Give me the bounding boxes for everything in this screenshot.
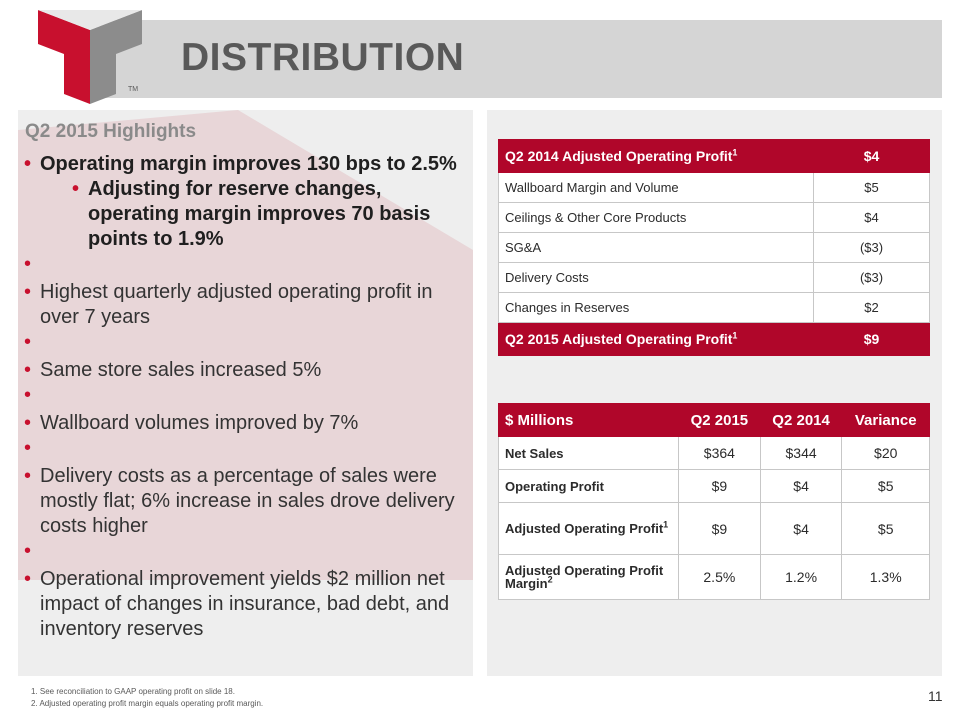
table-cell: $9: [678, 469, 761, 503]
row-label: Ceilings & Other Core Products: [498, 202, 814, 233]
row-label: Delivery Costs: [498, 262, 814, 293]
financial-summary-table: $ Millions Q2 2015 Q2 2014 Variance Net …: [498, 403, 930, 600]
table-row: SG&A ($3): [498, 232, 930, 263]
spacer: [22, 252, 467, 280]
table-row: Ceilings & Other Core Products $4: [498, 202, 930, 233]
row-label: Operating Profit: [498, 469, 679, 503]
table-cell: 1.3%: [841, 554, 930, 600]
title-bar: [100, 20, 942, 98]
list-item: Operating margin improves 130 bps to 2.5…: [22, 152, 467, 177]
spacer: [22, 539, 467, 567]
table-row: Wallboard Margin and Volume $5: [498, 172, 930, 203]
highlights-heading: Q2 2015 Highlights: [25, 121, 197, 142]
row-label: Adjusted Operating Profit1: [498, 502, 679, 555]
table-cell: $20: [841, 436, 930, 470]
column-header: Q2 2014: [759, 403, 843, 437]
row-label: Net Sales: [498, 436, 679, 470]
row-label: Adjusted Operating Profit Margin2: [498, 554, 679, 600]
table-cell: $5: [841, 469, 930, 503]
table-row: Operating Profit $9 $4 $5: [498, 469, 930, 503]
column-header: Q2 2015: [678, 403, 761, 437]
column-header: $ Millions: [498, 403, 679, 437]
table-header-row: $ Millions Q2 2015 Q2 2014 Variance: [498, 403, 930, 437]
row-label: Wallboard Margin and Volume: [498, 172, 814, 203]
row-label: Q2 2014 Adjusted Operating Profit1: [498, 139, 814, 173]
row-value: $9: [813, 322, 930, 356]
table-cell: $364: [678, 436, 761, 470]
table-row: Net Sales $364 $344 $20: [498, 436, 930, 470]
table-row: Adjusted Operating Profit1 $9 $4 $5: [498, 502, 930, 555]
table-cell: $4: [759, 502, 843, 555]
table-cell: 2.5%: [678, 554, 761, 600]
row-value: ($3): [813, 232, 930, 263]
trademark: TM: [128, 86, 139, 93]
list-item: Wallboard volumes improved by 7%: [22, 411, 467, 436]
table-cell: $344: [759, 436, 843, 470]
row-value: $2: [813, 292, 930, 323]
list-item: Same store sales increased 5%: [22, 358, 467, 383]
table-cell: $9: [678, 502, 761, 555]
operating-profit-bridge-table: Q2 2014 Adjusted Operating Profit1 $4 Wa…: [498, 139, 930, 356]
list-item: Adjusting for reserve changes, operating…: [70, 177, 467, 252]
row-value: $5: [813, 172, 930, 203]
table-row: Delivery Costs ($3): [498, 262, 930, 293]
row-value: $4: [813, 202, 930, 233]
row-value: $4: [813, 139, 930, 173]
row-value: ($3): [813, 262, 930, 293]
table-cell: 1.2%: [759, 554, 843, 600]
list-item: Highest quarterly adjusted operating pro…: [22, 280, 467, 330]
table-row: Adjusted Operating Profit Margin2 2.5% 1…: [498, 554, 930, 600]
footnote: 2. Adjusted operating profit margin equa…: [31, 699, 264, 708]
highlights-list: Operating margin improves 130 bps to 2.5…: [22, 152, 467, 642]
footnotes: 1. See reconciliation to GAAP operating …: [31, 686, 263, 710]
list-item: Operational improvement yields $2 millio…: [22, 567, 467, 642]
footnote: 1. See reconciliation to GAAP operating …: [31, 687, 235, 696]
spacer: [22, 330, 467, 358]
table-row: Changes in Reserves $2: [498, 292, 930, 323]
row-label: Q2 2015 Adjusted Operating Profit1: [498, 322, 814, 356]
table-cell: $4: [759, 469, 843, 503]
table-cell: $5: [841, 502, 930, 555]
page-number: 11: [928, 688, 943, 704]
page-title: DISTRIBUTION: [181, 36, 465, 79]
spacer: [22, 436, 467, 464]
table-row: Q2 2015 Adjusted Operating Profit1 $9: [498, 322, 930, 356]
company-logo: [38, 10, 142, 104]
column-header: Variance: [841, 403, 930, 437]
spacer: [22, 383, 467, 411]
list-item: Delivery costs as a percentage of sales …: [22, 464, 467, 539]
row-label: Changes in Reserves: [498, 292, 814, 323]
table-row: Q2 2014 Adjusted Operating Profit1 $4: [498, 139, 930, 173]
row-label: SG&A: [498, 232, 814, 263]
